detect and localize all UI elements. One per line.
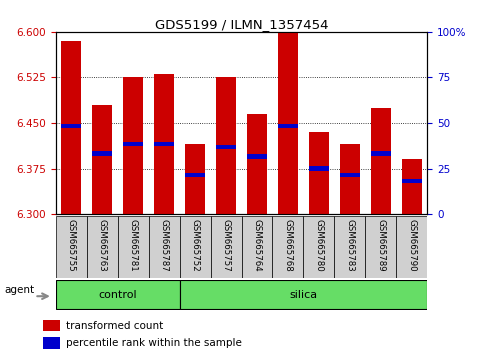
Bar (185, 172, 205, 177)
Bar (61, 124, 81, 128)
Bar (216, 78, 236, 214)
FancyBboxPatch shape (56, 280, 180, 309)
Bar (402, 179, 422, 183)
Bar (371, 151, 391, 155)
Text: GSM665755: GSM665755 (67, 219, 75, 272)
FancyBboxPatch shape (211, 216, 242, 278)
FancyBboxPatch shape (149, 216, 180, 278)
Bar (185, 144, 205, 214)
Bar (278, 124, 298, 128)
Bar (154, 142, 174, 147)
Text: GSM665764: GSM665764 (253, 219, 261, 272)
FancyBboxPatch shape (397, 216, 427, 278)
Bar (154, 74, 174, 214)
Bar (123, 78, 143, 214)
Text: GSM665787: GSM665787 (159, 219, 169, 272)
Bar (92, 151, 112, 155)
FancyBboxPatch shape (272, 216, 303, 278)
Text: agent: agent (4, 285, 35, 295)
Bar (340, 172, 360, 177)
Text: GSM665780: GSM665780 (314, 219, 324, 272)
Bar (278, 29, 298, 214)
Bar (61, 41, 81, 214)
Text: GSM665781: GSM665781 (128, 219, 138, 272)
Text: GSM665757: GSM665757 (222, 219, 230, 272)
FancyBboxPatch shape (117, 216, 149, 278)
Text: control: control (98, 290, 137, 300)
Bar (123, 142, 143, 147)
FancyBboxPatch shape (180, 280, 427, 309)
Bar (309, 166, 329, 171)
Text: GSM665790: GSM665790 (408, 219, 416, 272)
FancyBboxPatch shape (56, 216, 86, 278)
Bar (402, 160, 422, 214)
Text: GSM665789: GSM665789 (376, 219, 385, 272)
Bar (247, 114, 267, 214)
FancyBboxPatch shape (303, 216, 334, 278)
FancyBboxPatch shape (366, 216, 397, 278)
FancyBboxPatch shape (242, 216, 272, 278)
Text: silica: silica (289, 290, 317, 300)
Text: GSM665752: GSM665752 (190, 219, 199, 272)
Bar (92, 105, 112, 214)
Bar (309, 132, 329, 214)
Text: GSM665763: GSM665763 (98, 219, 107, 272)
Text: transformed count: transformed count (66, 320, 164, 331)
Bar (371, 108, 391, 214)
FancyBboxPatch shape (180, 216, 211, 278)
Text: GSM665783: GSM665783 (345, 219, 355, 272)
Bar (216, 145, 236, 149)
FancyBboxPatch shape (86, 216, 117, 278)
FancyBboxPatch shape (334, 216, 366, 278)
Bar (247, 154, 267, 159)
Bar (43, 337, 60, 349)
Bar (340, 144, 360, 214)
Text: GSM665768: GSM665768 (284, 219, 293, 272)
Bar (43, 320, 60, 331)
Title: GDS5199 / ILMN_1357454: GDS5199 / ILMN_1357454 (155, 18, 328, 31)
Text: percentile rank within the sample: percentile rank within the sample (66, 338, 242, 348)
